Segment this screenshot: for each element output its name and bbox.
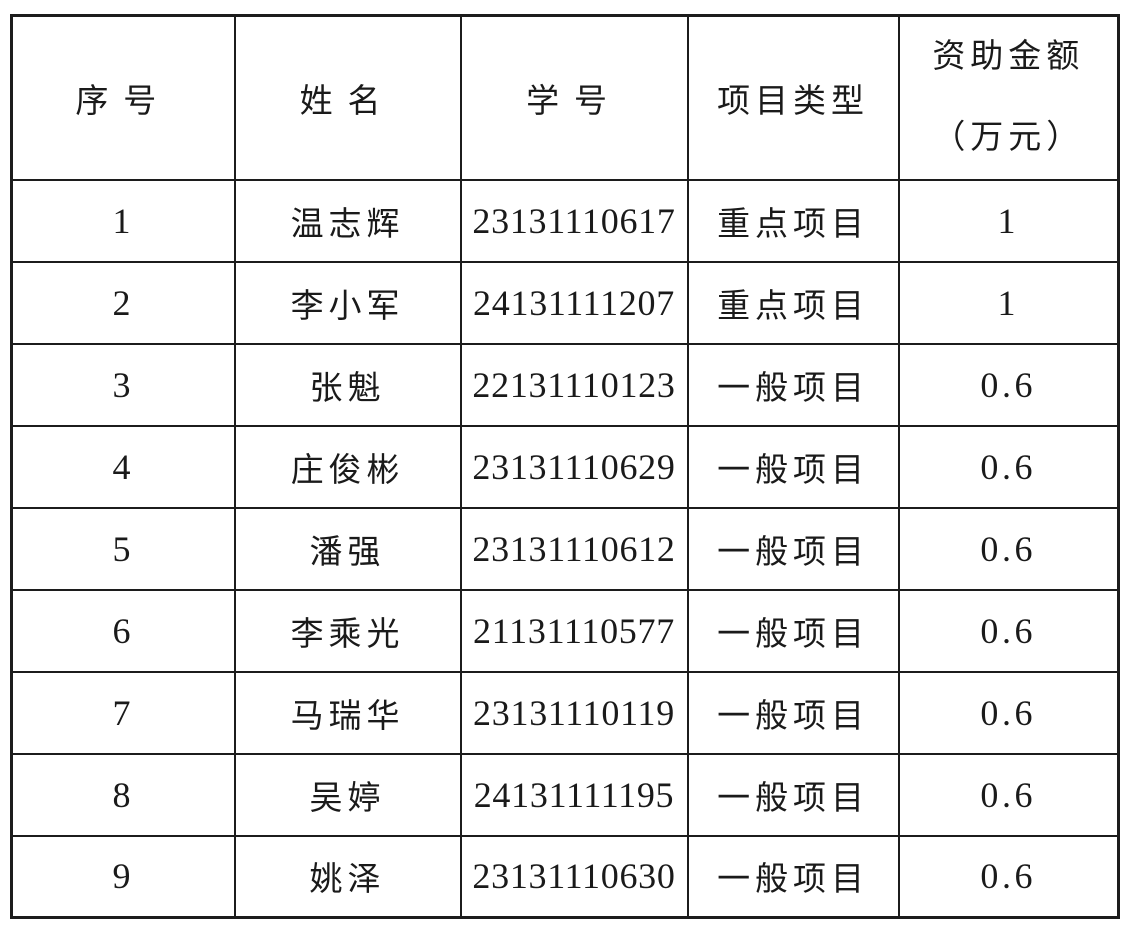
table-row: 9 姚泽 23131110630 一般项目 0.6 <box>10 834 1120 919</box>
cell-project-type: 一般项目 <box>686 424 900 509</box>
cell-name: 潘强 <box>233 506 462 591</box>
cell-student-id: 22131110123 <box>459 342 689 427</box>
cell-index: 6 <box>10 588 236 673</box>
cell-amount: 0.6 <box>897 342 1120 427</box>
cell-project-type: 一般项目 <box>686 752 900 837</box>
table-row: 7 马瑞华 23131110119 一般项目 0.6 <box>10 670 1120 755</box>
header-name: 姓名 <box>233 14 462 181</box>
cell-project-type: 一般项目 <box>686 834 900 919</box>
cell-amount: 1 <box>897 178 1120 263</box>
cell-amount: 0.6 <box>897 670 1120 755</box>
header-amount-line2: （万元） <box>932 120 1085 157</box>
cell-amount: 1 <box>897 260 1120 345</box>
cell-name: 李乘光 <box>233 588 462 673</box>
cell-name: 吴婷 <box>233 752 462 837</box>
cell-index: 7 <box>10 670 236 755</box>
cell-name: 李小军 <box>233 260 462 345</box>
cell-name: 温志辉 <box>233 178 462 263</box>
header-amount-line1: 资助金额 <box>932 39 1085 76</box>
table-header: 序号 姓名 学号 项目类型 资助金额 （万元） <box>10 14 1120 181</box>
cell-index: 9 <box>10 834 236 919</box>
cell-name: 马瑞华 <box>233 670 462 755</box>
cell-amount: 0.6 <box>897 506 1120 591</box>
cell-index: 3 <box>10 342 236 427</box>
cell-project-type: 重点项目 <box>686 260 900 345</box>
funding-table: 序号 姓名 学号 项目类型 资助金额 （万元） 1 温志辉 2313111061… <box>10 14 1120 919</box>
table-row: 2 李小军 24131111207 重点项目 1 <box>10 260 1120 345</box>
cell-amount: 0.6 <box>897 424 1120 509</box>
cell-amount: 0.6 <box>897 588 1120 673</box>
cell-student-id: 23131110617 <box>459 178 689 263</box>
table-body: 1 温志辉 23131110617 重点项目 1 2 李小军 241311112… <box>10 178 1120 919</box>
cell-project-type: 一般项目 <box>686 588 900 673</box>
table-row: 1 温志辉 23131110617 重点项目 1 <box>10 178 1120 263</box>
table-row: 8 吴婷 24131111195 一般项目 0.6 <box>10 752 1120 837</box>
cell-index: 4 <box>10 424 236 509</box>
cell-index: 2 <box>10 260 236 345</box>
table-row: 3 张魁 22131110123 一般项目 0.6 <box>10 342 1120 427</box>
cell-amount: 0.6 <box>897 834 1120 919</box>
cell-index: 1 <box>10 178 236 263</box>
cell-project-type: 一般项目 <box>686 506 900 591</box>
cell-index: 8 <box>10 752 236 837</box>
cell-student-id: 21131110577 <box>459 588 689 673</box>
cell-project-type: 重点项目 <box>686 178 900 263</box>
header-row: 序号 姓名 学号 项目类型 资助金额 （万元） <box>10 14 1120 181</box>
table-row: 5 潘强 23131110612 一般项目 0.6 <box>10 506 1120 591</box>
table-row: 4 庄俊彬 23131110629 一般项目 0.6 <box>10 424 1120 509</box>
cell-index: 5 <box>10 506 236 591</box>
cell-student-id: 23131110119 <box>459 670 689 755</box>
cell-student-id: 24131111195 <box>459 752 689 837</box>
cell-student-id: 23131110612 <box>459 506 689 591</box>
cell-name: 庄俊彬 <box>233 424 462 509</box>
cell-student-id: 24131111207 <box>459 260 689 345</box>
cell-student-id: 23131110630 <box>459 834 689 919</box>
cell-name: 姚泽 <box>233 834 462 919</box>
header-student-id: 学号 <box>459 14 689 181</box>
cell-project-type: 一般项目 <box>686 342 900 427</box>
table-row: 6 李乘光 21131110577 一般项目 0.6 <box>10 588 1120 673</box>
header-amount: 资助金额 （万元） <box>897 14 1120 181</box>
cell-student-id: 23131110629 <box>459 424 689 509</box>
header-index: 序号 <box>10 14 236 181</box>
cell-amount: 0.6 <box>897 752 1120 837</box>
cell-project-type: 一般项目 <box>686 670 900 755</box>
header-project-type: 项目类型 <box>686 14 900 181</box>
cell-name: 张魁 <box>233 342 462 427</box>
